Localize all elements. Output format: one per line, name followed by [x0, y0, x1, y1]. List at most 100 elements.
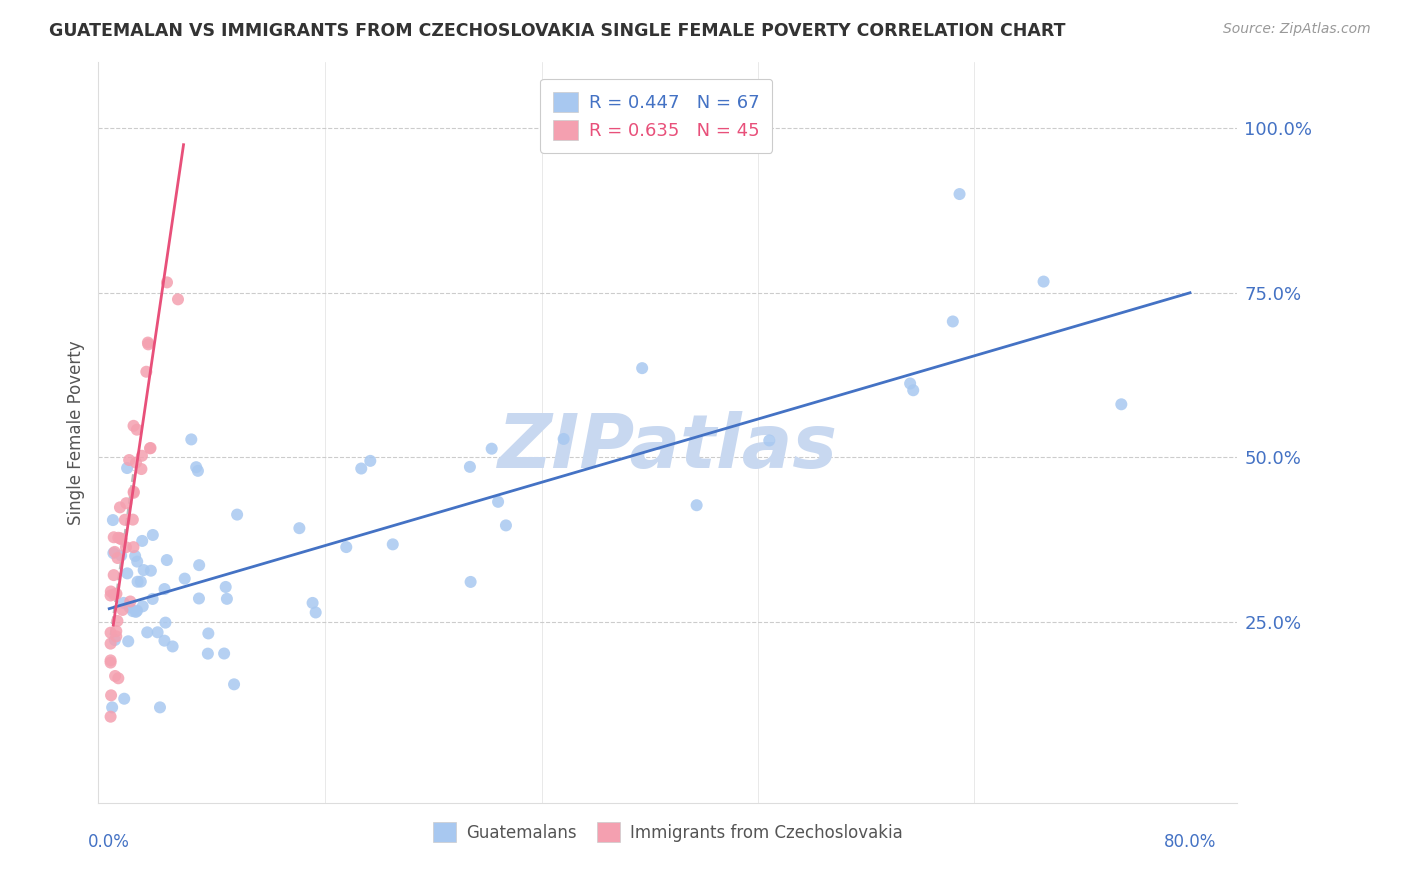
Point: [631, 361, 654, 376]
Point: [188, 591, 211, 606]
Point: [142, 591, 165, 606]
Point: [122, 418, 145, 433]
Point: [167, 293, 190, 307]
Point: [197, 626, 219, 640]
Point: [187, 464, 209, 478]
Point: [104, 669, 127, 683]
Point: [758, 434, 780, 448]
Point: [135, 365, 157, 379]
Point: [100, 656, 122, 670]
Point: [103, 530, 125, 544]
Point: [139, 441, 162, 455]
Point: [100, 653, 122, 667]
Point: [1032, 275, 1054, 289]
Point: [101, 700, 124, 714]
Point: [118, 453, 141, 467]
Point: [136, 337, 159, 351]
Point: [121, 604, 143, 618]
Point: [139, 564, 162, 578]
Point: [460, 574, 482, 589]
Point: [115, 461, 138, 475]
Point: [215, 580, 238, 594]
Point: [100, 589, 122, 603]
Point: [186, 460, 208, 475]
Point: [125, 605, 148, 619]
Point: [301, 596, 323, 610]
Point: [495, 518, 517, 533]
Point: [105, 587, 128, 601]
Point: [117, 634, 139, 648]
Point: [107, 614, 129, 628]
Point: [114, 513, 136, 527]
Point: [335, 540, 357, 554]
Point: [100, 709, 122, 723]
Point: [110, 549, 132, 563]
Point: [197, 647, 219, 661]
Point: [112, 691, 135, 706]
Point: [136, 625, 159, 640]
Point: [162, 640, 184, 654]
Point: [903, 384, 925, 398]
Point: [156, 553, 179, 567]
Point: [381, 537, 404, 551]
Point: [125, 604, 148, 618]
Point: [111, 603, 134, 617]
Point: [101, 513, 124, 527]
Point: [288, 521, 311, 535]
Point: [125, 456, 148, 470]
Point: [685, 498, 707, 512]
Point: [122, 485, 145, 500]
Point: [215, 591, 238, 606]
Point: [212, 647, 235, 661]
Point: [127, 574, 149, 589]
Point: [132, 563, 155, 577]
Point: [458, 459, 481, 474]
Point: [948, 187, 970, 202]
Point: [155, 615, 177, 630]
Text: ZIPatlas: ZIPatlas: [498, 411, 838, 484]
Point: [153, 633, 176, 648]
Point: [359, 454, 381, 468]
Point: [305, 606, 328, 620]
Point: [110, 531, 132, 545]
Point: [131, 533, 153, 548]
Point: [132, 599, 155, 614]
Point: [131, 449, 153, 463]
Point: [105, 629, 128, 643]
Point: [125, 423, 148, 437]
Point: [1111, 397, 1133, 411]
Point: [112, 596, 135, 610]
Point: [122, 484, 145, 499]
Point: [898, 376, 921, 391]
Point: [129, 574, 152, 589]
Point: [100, 584, 122, 599]
Point: [481, 442, 503, 456]
Point: [486, 495, 509, 509]
Text: 80.0%: 80.0%: [1164, 833, 1216, 851]
Text: 0.0%: 0.0%: [89, 833, 131, 851]
Point: [103, 587, 125, 601]
Point: [104, 545, 127, 559]
Point: [104, 633, 127, 648]
Point: [117, 566, 139, 581]
Point: [122, 540, 145, 554]
Point: [105, 624, 128, 638]
Point: [103, 546, 125, 560]
Y-axis label: Single Female Poverty: Single Female Poverty: [66, 341, 84, 524]
Point: [156, 276, 179, 290]
Point: [100, 625, 122, 640]
Point: [188, 558, 211, 573]
Point: [107, 671, 129, 685]
Point: [142, 528, 165, 542]
Point: [146, 625, 169, 640]
Point: [942, 314, 965, 328]
Point: [131, 462, 153, 476]
Text: GUATEMALAN VS IMMIGRANTS FROM CZECHOSLOVAKIA SINGLE FEMALE POVERTY CORRELATION C: GUATEMALAN VS IMMIGRANTS FROM CZECHOSLOV…: [49, 22, 1066, 40]
Point: [118, 600, 141, 615]
Point: [153, 582, 176, 596]
Point: [107, 551, 129, 566]
Point: [115, 540, 138, 554]
Point: [173, 572, 195, 586]
Point: [108, 500, 131, 515]
Point: [115, 496, 138, 510]
